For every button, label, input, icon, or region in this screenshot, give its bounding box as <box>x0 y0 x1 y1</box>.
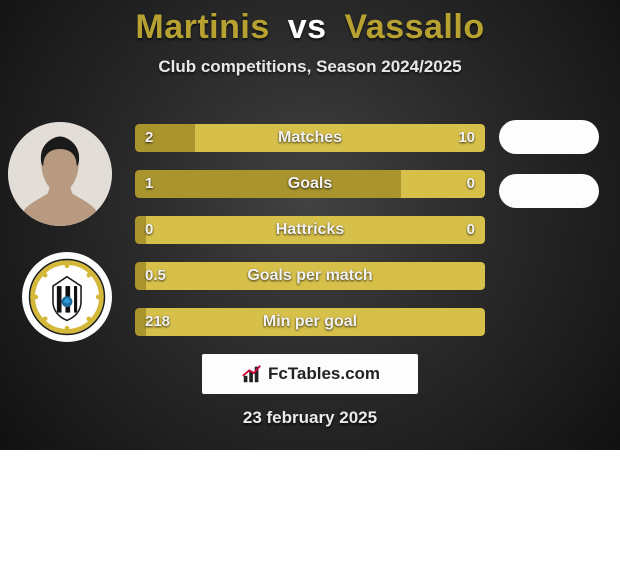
site-logo-card: FcTables.com <box>202 354 418 394</box>
stat-row: 0.5Goals per match <box>135 262 485 290</box>
stat-label: Hattricks <box>135 216 485 244</box>
blank-area <box>0 450 620 580</box>
stats-container: 2Matches101Goals00Hattricks00.5Goals per… <box>135 124 485 336</box>
stat-label: Min per goal <box>135 308 485 336</box>
subtitle: Club competitions, Season 2024/2025 <box>0 57 620 77</box>
right-column <box>490 120 608 208</box>
stat-row: 2Matches10 <box>135 124 485 152</box>
player2-crest-placeholder <box>499 174 599 208</box>
club-crest-icon <box>28 258 106 336</box>
stat-value-right: 0 <box>467 216 475 244</box>
left-column <box>8 122 118 342</box>
site-logo-text: FcTables.com <box>268 364 380 384</box>
stat-row: 218Min per goal <box>135 308 485 336</box>
player1-club-crest <box>22 252 112 342</box>
stat-row: 0Hattricks0 <box>135 216 485 244</box>
avatar-placeholder-icon <box>8 122 112 226</box>
player2-avatar-placeholder <box>499 120 599 154</box>
stat-label: Goals <box>135 170 485 198</box>
player1-avatar <box>8 122 112 226</box>
vs-label: vs <box>288 8 327 46</box>
stat-value-right: 10 <box>458 124 475 152</box>
player1-name: Martinis <box>135 8 269 46</box>
stat-value-right: 0 <box>467 170 475 198</box>
player2-name: Vassallo <box>344 8 484 46</box>
date-label: 23 february 2025 <box>0 408 620 428</box>
page-title: Martinis vs Vassallo <box>0 0 620 47</box>
stat-row: 1Goals0 <box>135 170 485 198</box>
stat-label: Matches <box>135 124 485 152</box>
stat-label: Goals per match <box>135 262 485 290</box>
comparison-card: Martinis vs Vassallo Club competitions, … <box>0 0 620 450</box>
bar-chart-icon <box>240 363 264 385</box>
